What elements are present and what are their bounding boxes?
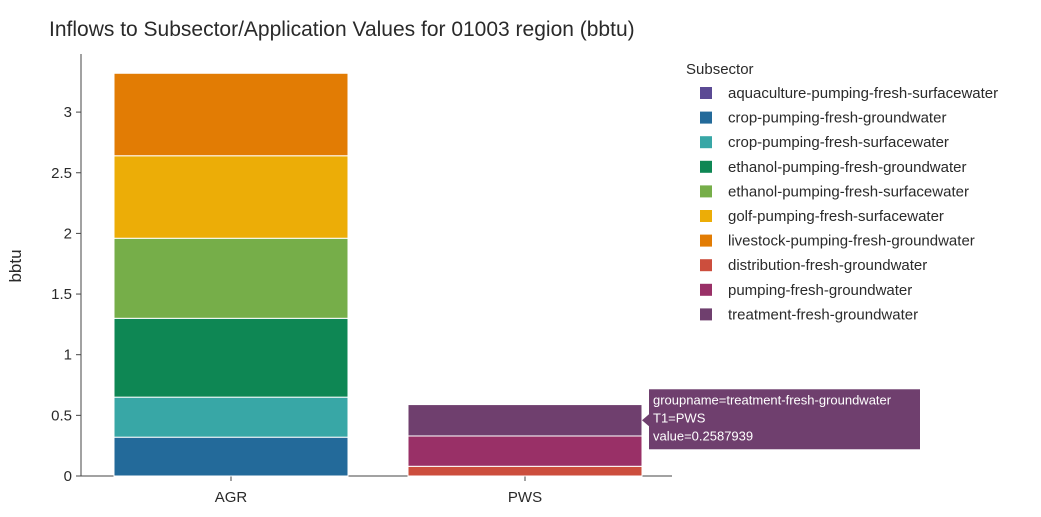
- y-tick-label: 0.5: [51, 407, 72, 424]
- y-tick-label: 2: [64, 225, 72, 242]
- legend-swatch: [700, 185, 712, 198]
- legend-item[interactable]: treatment-fresh-groundwater: [700, 306, 918, 323]
- legend-label: distribution-fresh-groundwater: [728, 257, 927, 274]
- hover-tooltip: groupname=treatment-fresh-groundwater T1=…: [642, 389, 920, 450]
- bar-segment[interactable]: [113, 317, 349, 398]
- legend-label: treatment-fresh-groundwater: [728, 306, 918, 323]
- bar-segment[interactable]: [407, 435, 643, 467]
- tooltip-pointer: [642, 414, 649, 427]
- legend-item[interactable]: pumping-fresh-groundwater: [700, 282, 912, 299]
- bar-segment[interactable]: [113, 155, 349, 239]
- legend-label: livestock-pumping-fresh-groundwater: [728, 233, 975, 250]
- tooltip-line: T1=PWS: [653, 410, 706, 425]
- legend-item[interactable]: livestock-pumping-fresh-groundwater: [700, 233, 975, 250]
- legend-item[interactable]: golf-pumping-fresh-surfacewater: [700, 208, 944, 225]
- legend-label: ethanol-pumping-fresh-groundwater: [728, 159, 966, 176]
- legend-item[interactable]: ethanol-pumping-fresh-surfacewater: [700, 183, 969, 200]
- legend-item[interactable]: crop-pumping-fresh-surfacewater: [700, 134, 949, 151]
- legend-swatch: [700, 160, 712, 173]
- y-tick-label: 0: [64, 468, 72, 485]
- legend-label: crop-pumping-fresh-surfacewater: [728, 134, 949, 151]
- chart-title: Inflows to Subsector/Application Values …: [49, 18, 635, 41]
- bar-segment[interactable]: [113, 72, 349, 157]
- legend-swatch: [700, 308, 712, 321]
- bar-segment[interactable]: [113, 396, 349, 438]
- legend: Subsector aquaculture-pumping-fresh-surf…: [686, 61, 998, 323]
- legend-item[interactable]: crop-pumping-fresh-groundwater: [700, 110, 946, 127]
- y-tick-label: 1.5: [51, 286, 72, 303]
- bars: [113, 72, 643, 477]
- y-tick-label: 3: [64, 104, 72, 121]
- x-tick-label: AGR: [215, 489, 248, 506]
- legend-label: crop-pumping-fresh-groundwater: [728, 110, 946, 127]
- legend-swatch: [700, 87, 712, 99]
- legend-swatch: [700, 210, 712, 222]
- y-axis-title: bbtu: [6, 249, 25, 282]
- bar-segment[interactable]: [407, 404, 643, 437]
- legend-title: Subsector: [686, 61, 754, 78]
- tooltip-line: value=0.2587939: [653, 428, 753, 443]
- legend-label: golf-pumping-fresh-surfacewater: [728, 208, 944, 225]
- y-tick-label: 1: [64, 347, 72, 364]
- tooltip-line: groupname=treatment-fresh-groundwater: [653, 392, 892, 407]
- bar-segment[interactable]: [113, 436, 349, 477]
- legend-swatch: [700, 136, 712, 149]
- bar-segment[interactable]: [407, 465, 643, 477]
- legend-swatch: [700, 259, 712, 272]
- tooltip-box: [649, 389, 920, 450]
- legend-label: ethanol-pumping-fresh-surfacewater: [728, 183, 969, 200]
- legend-swatch: [700, 283, 712, 296]
- x-tick-label: PWS: [508, 489, 542, 506]
- legend-item[interactable]: ethanol-pumping-fresh-groundwater: [700, 159, 966, 176]
- legend-swatch: [700, 111, 712, 124]
- y-tick-label: 2.5: [51, 165, 72, 182]
- bar-segment[interactable]: [113, 237, 349, 319]
- plot-area: 0 0.5 1 1.5 2 2.5 3 bbtu AGR PWS: [6, 54, 672, 506]
- legend-item[interactable]: aquaculture-pumping-fresh-surfacewater: [700, 85, 998, 102]
- legend-swatch: [700, 234, 712, 247]
- legend-item[interactable]: distribution-fresh-groundwater: [700, 257, 927, 274]
- legend-label: pumping-fresh-groundwater: [728, 282, 912, 299]
- legend-label: aquaculture-pumping-fresh-surfacewater: [728, 85, 998, 102]
